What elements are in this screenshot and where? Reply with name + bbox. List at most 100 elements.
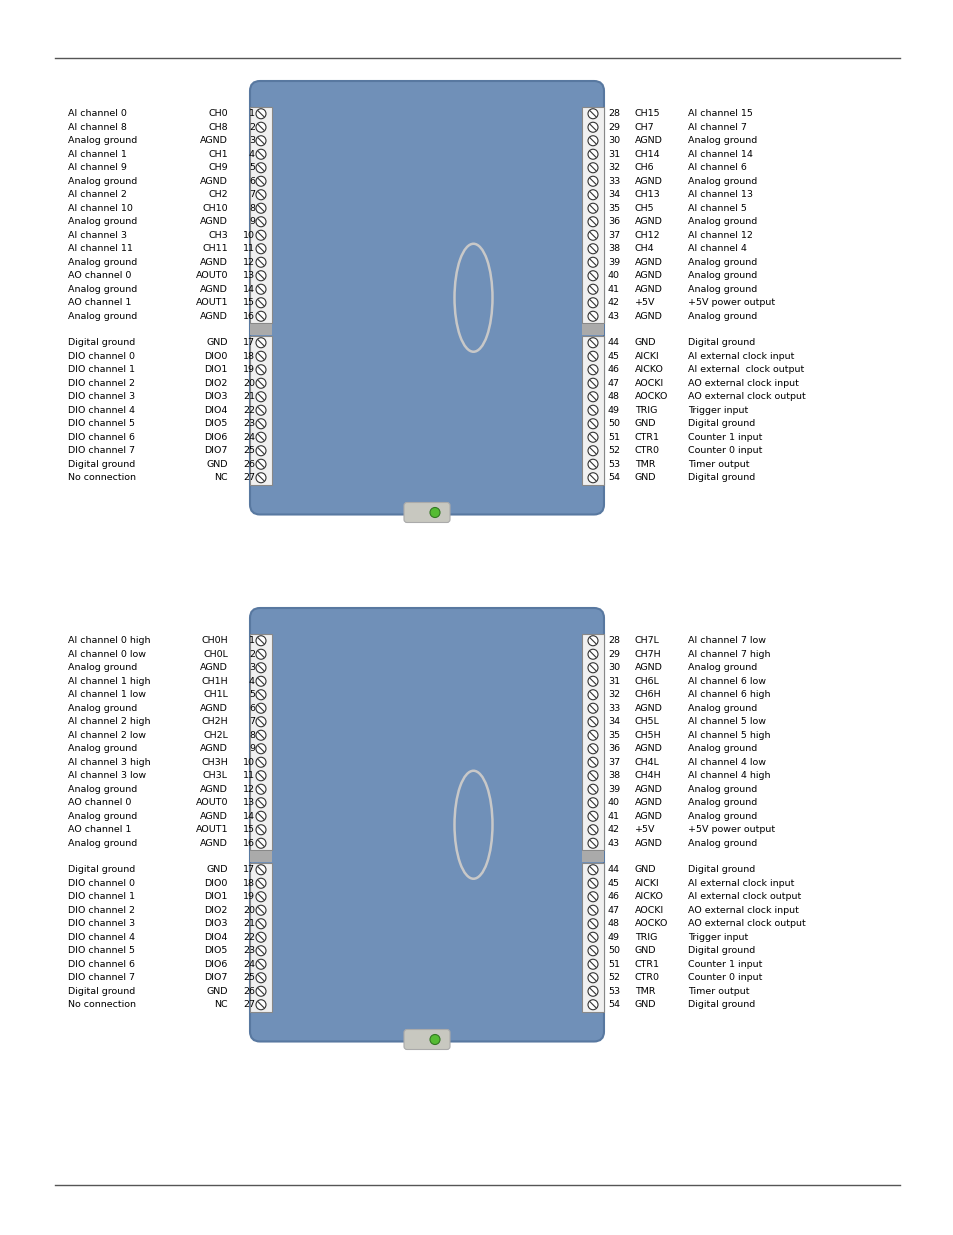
Text: 27: 27 [243, 1000, 254, 1009]
Circle shape [255, 973, 266, 983]
Text: CH1H: CH1H [201, 677, 228, 685]
Circle shape [255, 946, 266, 956]
Text: 49: 49 [607, 932, 619, 942]
Text: 32: 32 [607, 690, 619, 699]
Text: Analog ground: Analog ground [687, 745, 757, 753]
Text: AI channel 10: AI channel 10 [68, 204, 132, 212]
Text: 30: 30 [607, 136, 619, 146]
Text: Analog ground: Analog ground [68, 745, 137, 753]
Text: 17: 17 [243, 338, 254, 347]
Circle shape [587, 703, 598, 714]
Text: 24: 24 [243, 432, 254, 442]
Text: Analog ground: Analog ground [68, 258, 137, 267]
Text: Trigger input: Trigger input [687, 406, 747, 415]
Circle shape [255, 1000, 266, 1010]
Text: 42: 42 [607, 825, 619, 835]
Text: AI channel 9: AI channel 9 [68, 163, 127, 172]
Circle shape [255, 892, 266, 902]
Circle shape [255, 364, 266, 374]
Text: GND: GND [635, 946, 656, 955]
Circle shape [255, 690, 266, 700]
Text: +5V: +5V [635, 825, 655, 835]
Circle shape [587, 663, 598, 673]
Text: 54: 54 [607, 473, 619, 482]
Text: 41: 41 [607, 285, 619, 294]
Text: CH3L: CH3L [203, 771, 228, 781]
Text: AGND: AGND [200, 663, 228, 672]
Text: 48: 48 [607, 393, 619, 401]
Text: CH2L: CH2L [203, 731, 228, 740]
Circle shape [255, 919, 266, 929]
Text: CH0H: CH0H [201, 636, 228, 645]
Text: AO channel 1: AO channel 1 [68, 298, 132, 308]
Text: CH7H: CH7H [635, 650, 661, 658]
Text: 42: 42 [607, 298, 619, 308]
Circle shape [587, 163, 598, 173]
Text: AO external clock output: AO external clock output [687, 393, 805, 401]
Text: 37: 37 [607, 231, 619, 240]
Circle shape [587, 987, 598, 997]
Text: Analog ground: Analog ground [68, 663, 137, 672]
Text: DIO6: DIO6 [204, 960, 228, 968]
Circle shape [587, 364, 598, 374]
Text: Counter 1 input: Counter 1 input [687, 432, 761, 442]
Text: AI channel 5 high: AI channel 5 high [687, 731, 770, 740]
FancyBboxPatch shape [403, 1030, 450, 1050]
Text: AGND: AGND [200, 311, 228, 321]
Text: AI channel 12: AI channel 12 [687, 231, 752, 240]
Text: DIO channel 6: DIO channel 6 [68, 432, 135, 442]
Text: DIO channel 1: DIO channel 1 [68, 892, 135, 902]
Circle shape [255, 446, 266, 456]
Circle shape [587, 825, 598, 835]
Text: 31: 31 [607, 149, 619, 159]
Text: AOUT0: AOUT0 [195, 272, 228, 280]
Circle shape [255, 905, 266, 915]
Circle shape [255, 757, 266, 767]
Text: 6: 6 [249, 704, 254, 713]
Text: TRIG: TRIG [635, 406, 657, 415]
Circle shape [587, 690, 598, 700]
Text: DIO channel 4: DIO channel 4 [68, 406, 135, 415]
Text: Analog ground: Analog ground [687, 704, 757, 713]
Circle shape [255, 257, 266, 267]
Text: AI channel 14: AI channel 14 [687, 149, 752, 159]
Text: DIO4: DIO4 [204, 406, 228, 415]
Text: 28: 28 [607, 109, 619, 119]
Text: Analog ground: Analog ground [687, 311, 757, 321]
Text: 20: 20 [243, 905, 254, 915]
Text: AI channel 0: AI channel 0 [68, 109, 127, 119]
Text: AGND: AGND [635, 704, 662, 713]
Text: AI channel 4: AI channel 4 [687, 245, 746, 253]
Circle shape [255, 960, 266, 969]
Circle shape [587, 446, 598, 456]
Circle shape [255, 284, 266, 294]
Circle shape [255, 932, 266, 942]
Text: Digital ground: Digital ground [68, 866, 135, 874]
Text: 24: 24 [243, 960, 254, 968]
Circle shape [255, 177, 266, 186]
Text: 16: 16 [243, 311, 254, 321]
Circle shape [587, 946, 598, 956]
Text: DIO channel 2: DIO channel 2 [68, 905, 135, 915]
Circle shape [587, 177, 598, 186]
Text: AGND: AGND [635, 745, 662, 753]
Bar [581, 634, 603, 850]
Text: 4: 4 [249, 677, 254, 685]
Text: 25: 25 [243, 446, 254, 456]
Text: AGND: AGND [200, 217, 228, 226]
Text: CH4: CH4 [635, 245, 654, 253]
Text: AI channel 11: AI channel 11 [68, 245, 132, 253]
Text: AGND: AGND [635, 258, 662, 267]
Text: AGND: AGND [635, 784, 662, 794]
Text: AI channel 2 high: AI channel 2 high [68, 718, 151, 726]
Circle shape [587, 270, 598, 280]
Text: +5V power output: +5V power output [687, 298, 774, 308]
Text: 50: 50 [607, 419, 619, 429]
Text: DIO7: DIO7 [204, 446, 228, 456]
Text: GND: GND [206, 338, 228, 347]
Text: 34: 34 [607, 190, 619, 199]
Circle shape [255, 459, 266, 469]
Text: CH14: CH14 [635, 149, 659, 159]
Bar [581, 324, 603, 335]
Text: AOCKI: AOCKI [635, 905, 663, 915]
